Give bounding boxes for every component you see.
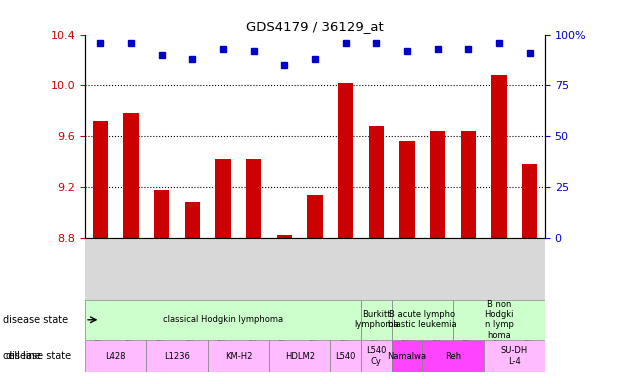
Text: HDLM2: HDLM2	[285, 352, 314, 361]
Bar	[154, 190, 169, 238]
Text: B non
Hodgki
n lymp
homa: B non Hodgki n lymp homa	[484, 300, 513, 340]
Bar	[422, 340, 484, 372]
Bar	[85, 340, 146, 372]
Bar	[277, 235, 292, 238]
Bar	[123, 113, 139, 238]
Text: KM-H2: KM-H2	[225, 352, 252, 361]
Bar	[491, 75, 507, 238]
Bar	[215, 159, 231, 238]
Text: B acute lympho
blastic leukemia: B acute lympho blastic leukemia	[388, 310, 457, 329]
Bar	[85, 300, 361, 340]
Bar	[430, 131, 445, 238]
Bar	[146, 340, 208, 372]
Bar	[453, 300, 545, 340]
Text: L540: L540	[335, 352, 356, 361]
Bar	[392, 300, 453, 340]
Text: L1236: L1236	[164, 352, 190, 361]
Text: classical Hodgkin lymphoma: classical Hodgkin lymphoma	[163, 315, 283, 324]
Bar	[392, 340, 422, 372]
Bar	[461, 131, 476, 238]
Text: disease state: disease state	[3, 315, 68, 325]
Bar	[338, 83, 353, 238]
Text: Reh: Reh	[445, 352, 461, 361]
Bar	[399, 141, 415, 238]
Text: disease state: disease state	[6, 351, 71, 361]
Bar	[361, 300, 392, 340]
Text: SU-DH
L-4: SU-DH L-4	[501, 346, 528, 366]
Text: L428: L428	[105, 352, 126, 361]
Bar	[522, 164, 537, 238]
Bar	[93, 121, 108, 238]
Text: Namalwa: Namalwa	[387, 352, 427, 361]
Bar	[246, 159, 261, 238]
Title: GDS4179 / 36129_at: GDS4179 / 36129_at	[246, 20, 384, 33]
Bar	[369, 126, 384, 238]
Text: L540
Cy: L540 Cy	[366, 346, 387, 366]
Bar	[269, 340, 330, 372]
Bar	[307, 195, 323, 238]
Bar	[185, 202, 200, 238]
Bar	[208, 340, 269, 372]
Bar	[361, 340, 392, 372]
Text: cell line: cell line	[3, 351, 41, 361]
Text: Burkitt
lymphoma: Burkitt lymphoma	[354, 310, 399, 329]
Bar	[330, 340, 361, 372]
Bar	[484, 340, 545, 372]
